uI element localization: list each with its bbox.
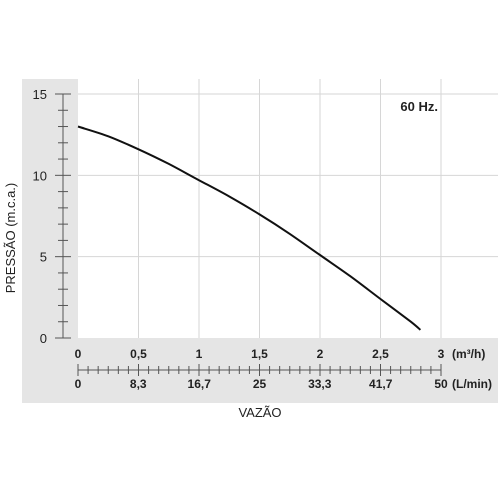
x-tick-label-m3h: 0,5 <box>130 347 147 361</box>
x-tick-label-m3h: 2,5 <box>372 347 389 361</box>
x-tick-label-m3h: 0 <box>75 347 82 361</box>
y-axis-title: PRESSÃO (m.c.a.) <box>3 183 18 294</box>
unit-m3h: (m³/h) <box>452 347 485 361</box>
frequency-annotation: 60 Hz. <box>400 99 438 114</box>
y-tick-label: 10 <box>33 168 47 183</box>
y-tick-label: 0 <box>40 331 47 346</box>
x-tick-label-m3h: 3 <box>438 347 445 361</box>
y-tick-label: 15 <box>33 87 47 102</box>
grid <box>78 79 498 338</box>
x-tick-label-lmin: 8,3 <box>130 377 147 391</box>
x-tick-label-lmin: 41,7 <box>369 377 393 391</box>
pressure-curve-line <box>77 125 422 331</box>
x-axis-lmin: 0 8,3 16,7 25 33,3 41,7 50 <box>75 364 448 391</box>
plot-area <box>78 79 498 338</box>
x-axis-title: VAZÃO <box>238 405 281 420</box>
y-axis: 0 5 10 15 <box>33 87 71 346</box>
x-tick-label-m3h: 1,5 <box>251 347 268 361</box>
x-tick-label-lmin: 16,7 <box>188 377 212 391</box>
x-tick-label-m3h: 1 <box>196 347 203 361</box>
x-tick-label-lmin: 33,3 <box>308 377 332 391</box>
x-tick-label-m3h: 2 <box>317 347 324 361</box>
series-group <box>77 125 422 331</box>
x-axis-m3h: 0 0,5 1 1,5 2 2,5 3 <box>75 347 445 361</box>
x-tick-label-lmin: 25 <box>253 377 267 391</box>
y-tick-label: 5 <box>40 250 47 265</box>
unit-lmin: (L/min) <box>452 377 492 391</box>
x-tick-label-lmin: 0 <box>75 377 82 391</box>
x-tick-label-lmin: 50 <box>434 377 448 391</box>
